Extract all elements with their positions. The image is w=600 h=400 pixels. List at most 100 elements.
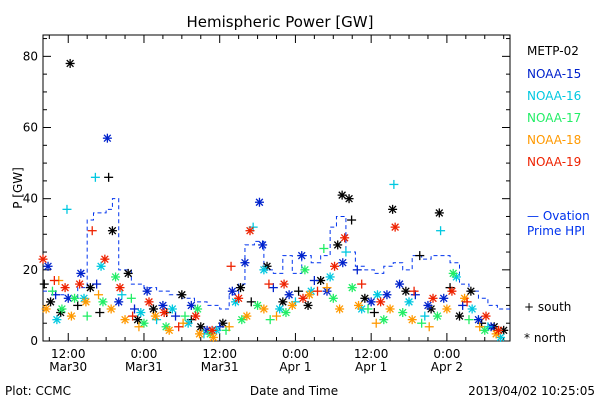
plot-credit: Plot: CCMC: [5, 384, 71, 398]
data-point-stroke: [280, 280, 288, 288]
data-point-metp-02-north: [196, 322, 206, 332]
plot-frame: [42, 34, 511, 342]
data-point-noaa-17-south: [265, 315, 275, 325]
data-point-stroke: [333, 241, 342, 249]
data-point-stroke: [326, 273, 334, 281]
data-point-stroke: [196, 322, 205, 331]
data-point-stroke: [241, 258, 249, 267]
data-point-stroke: [42, 305, 50, 313]
data-point-noaa-15-north: [63, 293, 73, 303]
data-point-stroke: [386, 305, 394, 313]
data-point-noaa-16-south: [436, 226, 446, 236]
data-point-noaa-15-north: [338, 258, 348, 268]
data-point-noaa-17-south: [47, 286, 57, 296]
data-point-noaa-16-north: [136, 308, 146, 318]
data-point-metp-02-north: [177, 290, 187, 300]
data-point-stroke: [338, 191, 346, 199]
data-point-stroke: [316, 276, 325, 285]
data-point-metp-02-south: [369, 308, 379, 318]
data-point-stroke: [304, 301, 312, 310]
data-point-stroke: [243, 312, 251, 320]
data-point-noaa-19-north: [390, 222, 400, 232]
data-point-stroke: [383, 290, 391, 299]
data-point-stroke: [408, 315, 417, 324]
data-point-stroke: [178, 290, 186, 299]
data-point-stroke: [278, 298, 287, 306]
data-point-noaa-16-south: [62, 204, 72, 214]
data-point-noaa-19-south: [128, 311, 138, 321]
data-point-stroke: [46, 298, 55, 306]
data-point-noaa-19-north: [447, 286, 457, 296]
data-points: [38, 58, 509, 342]
data-point-stroke: [449, 269, 458, 278]
data-point-noaa-17-south: [363, 304, 373, 314]
data-point-stroke: [340, 233, 349, 242]
data-point-stroke: [448, 287, 456, 296]
data-point-stroke: [234, 294, 243, 303]
data-point-stroke: [149, 305, 158, 313]
data-point-stroke: [44, 262, 52, 271]
data-point-noaa-19-north: [159, 308, 169, 318]
data-point-stroke: [140, 319, 148, 328]
data-point-noaa-15-north: [439, 293, 449, 303]
data-point-stroke: [398, 308, 407, 317]
data-point-noaa-19-south: [174, 322, 184, 332]
y-tick-label: 40: [23, 192, 38, 206]
data-point-stroke: [103, 134, 112, 143]
data-point-stroke: [260, 266, 268, 274]
data-point-noaa-18-south: [134, 322, 144, 332]
data-point-noaa-19-north: [428, 293, 438, 303]
data-point-noaa-17-north: [480, 325, 490, 335]
data-point-noaa-19-north: [60, 283, 70, 293]
data-point-stroke: [367, 298, 375, 306]
data-point-stroke: [209, 333, 218, 342]
data-point-metp-02-north: [278, 297, 288, 307]
data-point-stroke: [388, 205, 397, 214]
data-point-stroke: [67, 312, 76, 320]
data-point-metp-02-north: [360, 293, 370, 303]
data-point-noaa-18-south: [272, 311, 281, 321]
data-point-stroke: [282, 308, 290, 317]
data-point-noaa-19-south: [226, 261, 236, 271]
data-point-noaa-17-north: [347, 283, 357, 293]
data-point-metp-02-north: [123, 268, 133, 278]
data-point-noaa-17-south: [126, 293, 136, 303]
data-point-noaa-15-north: [254, 197, 264, 207]
data-point-stroke: [246, 226, 254, 235]
x-axis-label: Date and Time: [250, 384, 338, 398]
data-point-stroke: [460, 294, 469, 303]
data-point-stroke: [424, 301, 432, 310]
data-point-noaa-15-north: [227, 286, 237, 296]
data-point-noaa-17-south: [417, 318, 427, 328]
data-point-noaa-15-north: [142, 286, 152, 296]
data-point-metp-02-north: [236, 283, 246, 293]
data-point-noaa-18-north: [304, 290, 314, 300]
data-point-stroke: [496, 333, 505, 342]
data-point-metp-02-north: [46, 297, 56, 307]
data-point-stroke: [136, 308, 145, 317]
data-point-noaa-15-south: [309, 276, 319, 286]
legend-ovation-label-2: Prime HPI: [527, 224, 585, 238]
data-point-metp-02-south: [39, 279, 49, 289]
legend-ovation-label: — Ovation: [527, 209, 590, 223]
data-point-noaa-17-north: [70, 293, 80, 303]
data-point-stroke: [168, 305, 177, 313]
data-point-stroke: [97, 262, 105, 271]
data-point-noaa-19-north: [144, 297, 154, 307]
data-point-noaa-18-south: [322, 283, 332, 293]
data-point-noaa-17-north: [98, 297, 108, 307]
data-point-stroke: [348, 283, 357, 292]
data-point-stroke: [468, 305, 476, 313]
data-point-stroke: [402, 287, 410, 296]
data-point-noaa-19-north: [330, 261, 340, 271]
data-point-stroke: [299, 294, 307, 303]
data-point-noaa-15-north: [240, 258, 250, 268]
y-tick-label: 20: [23, 263, 38, 277]
data-point-noaa-18-north: [150, 311, 160, 321]
data-point-stroke: [494, 326, 503, 335]
data-point-stroke: [80, 294, 88, 303]
data-point-stroke: [82, 298, 90, 306]
x-tick-label: 12:00: [354, 347, 389, 361]
data-point-stroke: [160, 308, 169, 317]
